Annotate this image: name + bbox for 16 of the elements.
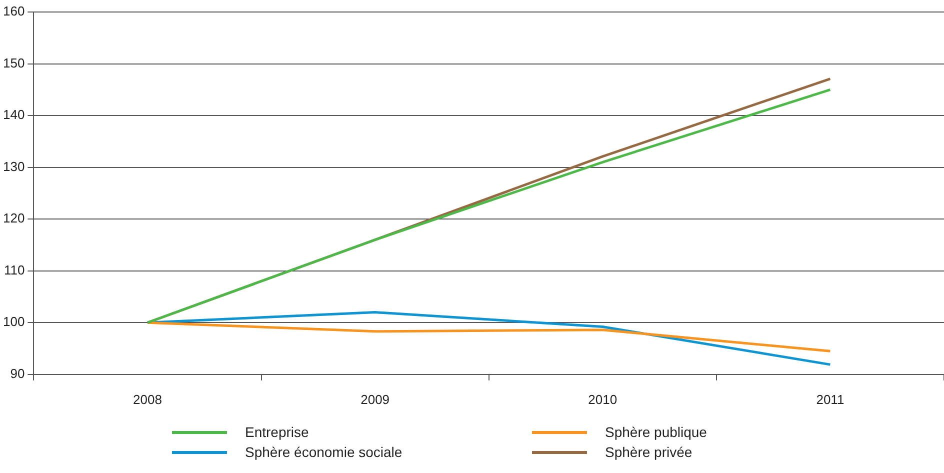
- y-tick-label: 90: [10, 366, 25, 381]
- x-tick-label: 2010: [588, 392, 618, 407]
- legend-label: Sphère économie sociale: [245, 444, 402, 460]
- y-tick-label: 120: [2, 210, 25, 226]
- x-tick-label: 2008: [133, 392, 162, 407]
- legend-label: Entreprise: [245, 424, 309, 440]
- y-tick-label: 100: [2, 314, 25, 330]
- y-tick-label: 140: [2, 107, 25, 122]
- y-tick-label: 150: [2, 55, 25, 70]
- legend-label: Sphère privée: [605, 444, 692, 460]
- x-tick-label: 2009: [360, 392, 390, 407]
- x-tick-label: 2011: [816, 392, 844, 407]
- y-tick-label: 160: [2, 4, 25, 19]
- y-tick-label: 130: [2, 158, 25, 174]
- legend-label: Sphère publique: [605, 424, 707, 440]
- y-tick-label: 110: [4, 262, 25, 278]
